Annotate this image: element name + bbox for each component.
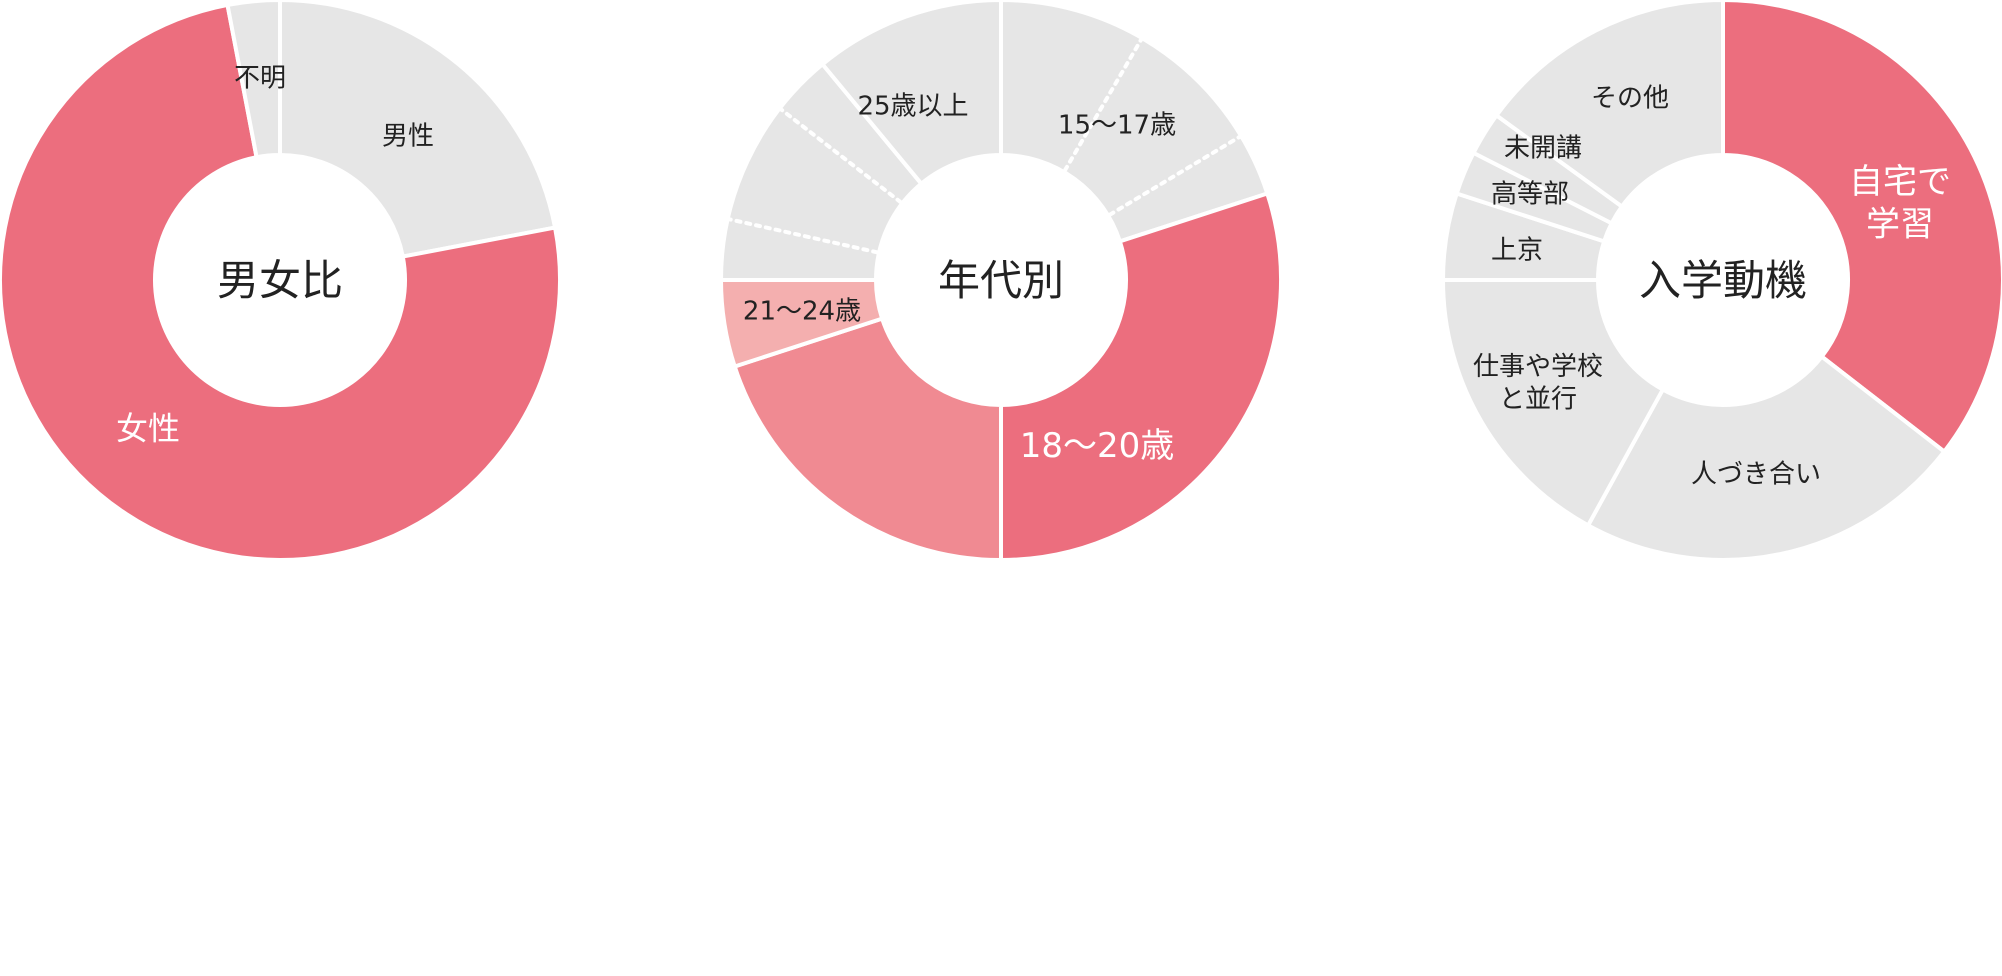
slice-label: 未開講 — [1504, 133, 1582, 163]
chart-center-label: 入学動機 — [1639, 256, 1807, 305]
pie-slice — [820, 0, 1003, 186]
pie-slice — [719, 62, 924, 282]
pie-slice — [999, 0, 1270, 244]
donut-hole — [156, 156, 404, 404]
slice-subdivision-line — [1107, 134, 1242, 217]
pie-slice — [999, 191, 1283, 562]
slice-label: 仕事や学校と並行 — [1473, 352, 1603, 415]
slice-subdivision-line — [1062, 37, 1144, 173]
slice-label: 人づき合い — [1691, 459, 1821, 489]
donut-hole — [877, 156, 1125, 404]
slice-label: 男性 — [382, 121, 434, 151]
chart-center-label: 年代別 — [938, 256, 1064, 305]
slice-label: 高等部 — [1491, 179, 1569, 209]
donut-hole — [1599, 156, 1847, 404]
pie-slice — [732, 316, 1003, 562]
chart-center-label: 男女比 — [217, 256, 343, 305]
donut-chart-2: 年代別 15～17歳 18～20歳 21～24歳 25歳以上 — [719, 0, 1283, 562]
pie-slice — [1441, 278, 1665, 528]
slice-label: 上京 — [1491, 235, 1543, 265]
slice-label: 女性 — [116, 410, 180, 448]
pie-slice — [225, 0, 282, 160]
slice-label: 18～20歳 — [1020, 426, 1175, 466]
slice-label: 25歳以上 — [857, 91, 968, 121]
pie-slice — [1494, 0, 1725, 209]
slice-label: 不明 — [234, 63, 286, 93]
pie-slice — [0, 2, 562, 562]
slice-subdivision-line — [779, 107, 903, 205]
slice-label: 15～17歳 — [1058, 110, 1176, 140]
slice-label: 自宅で学習 — [1849, 162, 1951, 245]
slice-subdivision-line — [727, 217, 880, 255]
pie-slice — [1721, 0, 2002, 454]
pie-slice — [1586, 354, 1947, 562]
slice-label: 21～24歳 — [743, 296, 861, 326]
slice-label: その他 — [1591, 83, 1669, 113]
pie-slice — [278, 0, 558, 259]
